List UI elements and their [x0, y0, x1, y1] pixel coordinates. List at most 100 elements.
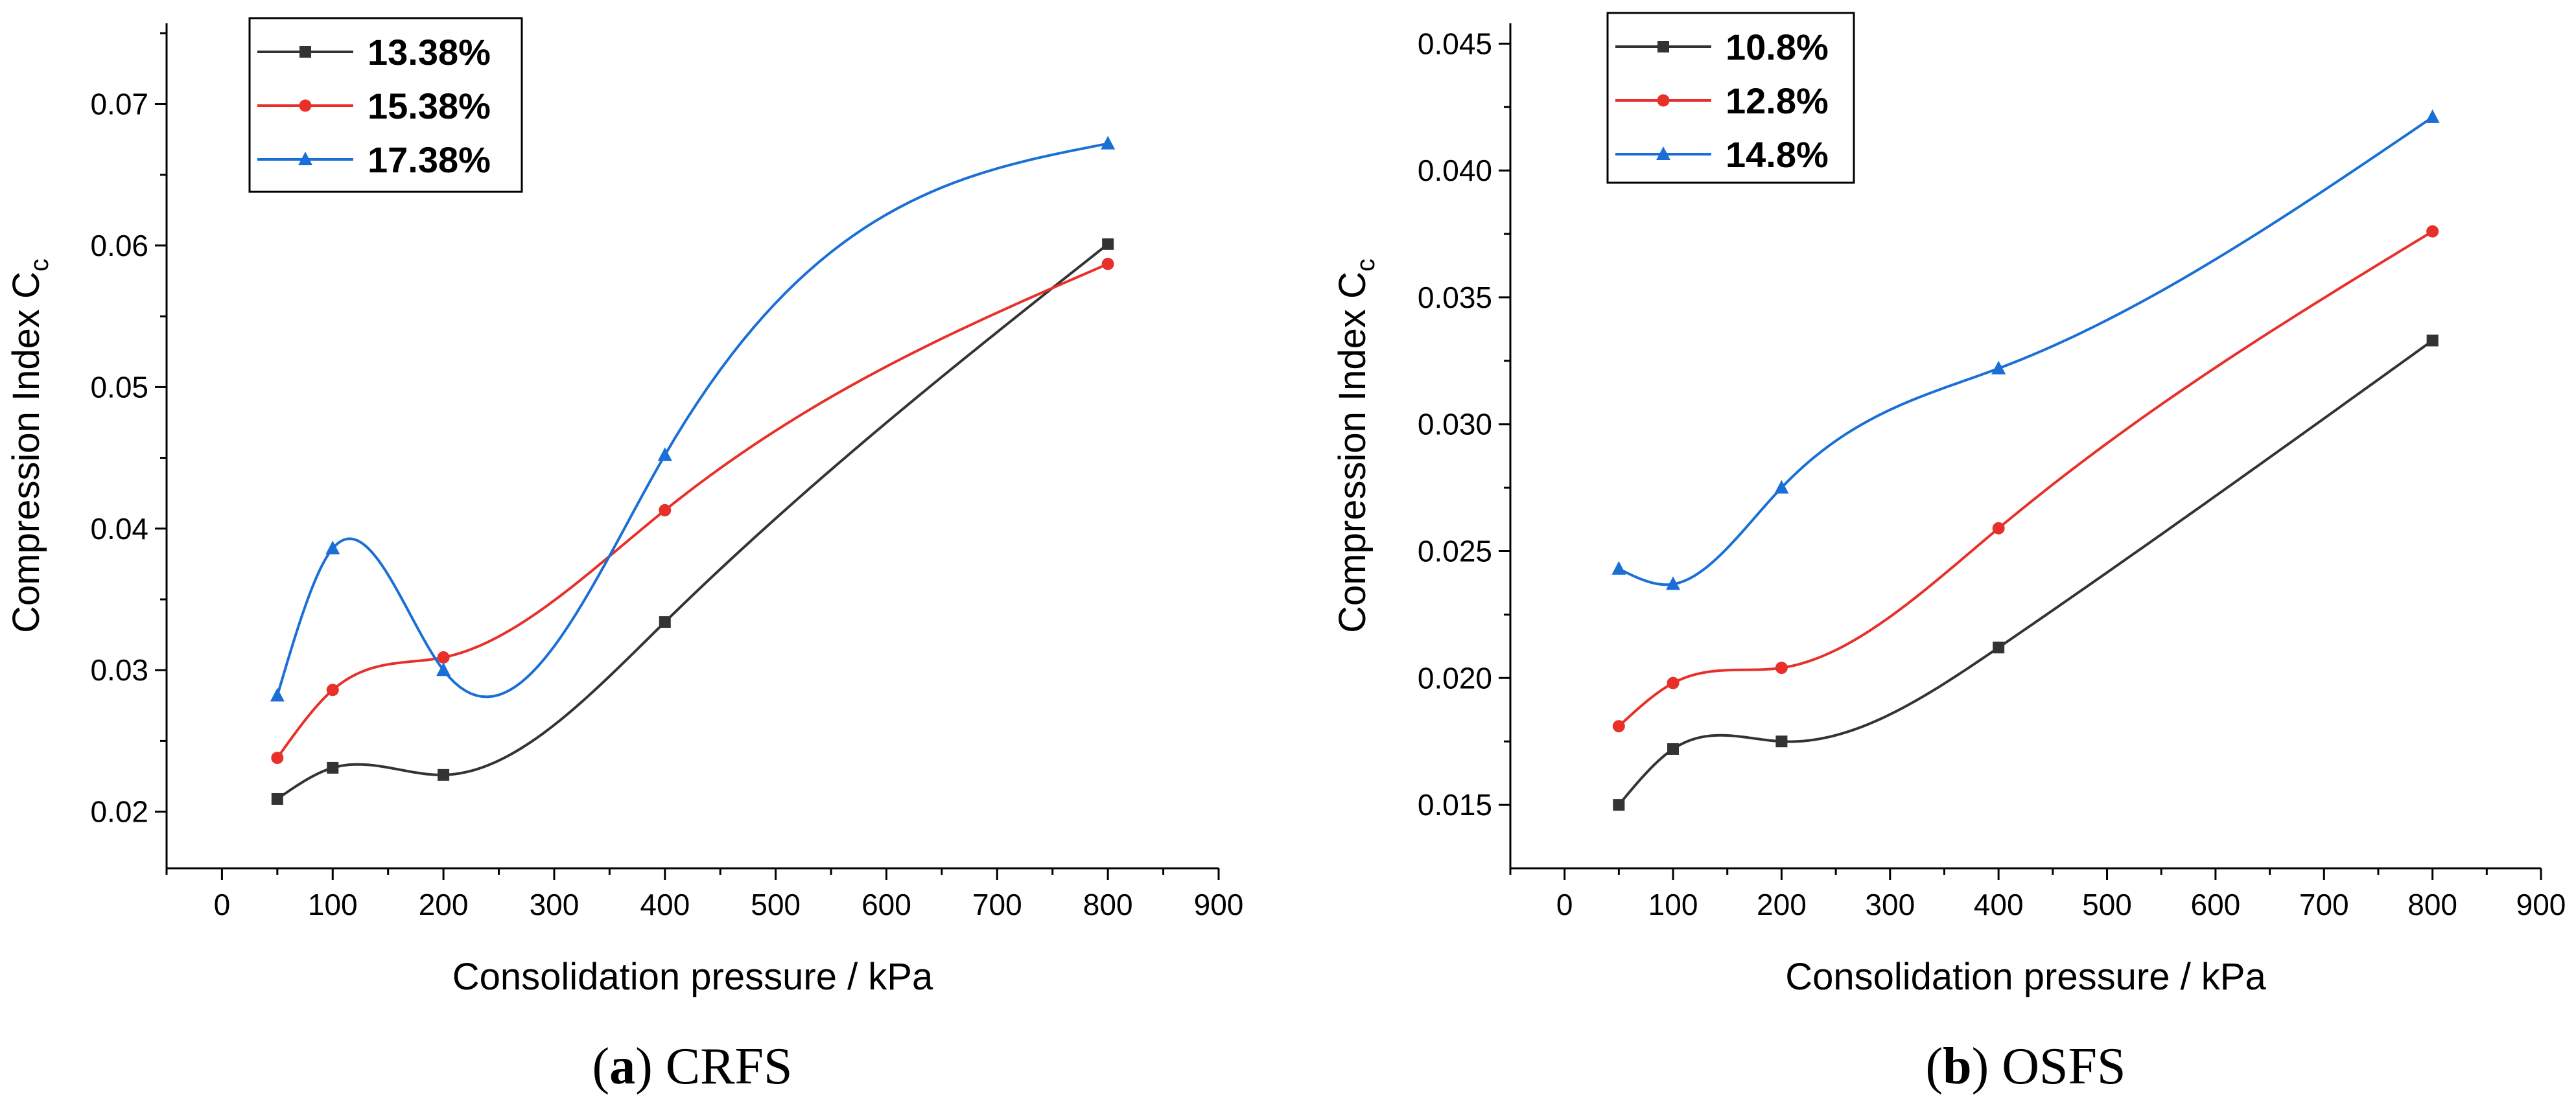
x-axis-title: Consolidation pressure / kPa — [452, 956, 933, 998]
x-tick-label: 100 — [1648, 888, 1698, 921]
y-tick-label: 0.015 — [1418, 788, 1492, 822]
legend-marker — [299, 99, 312, 112]
data-point — [2426, 225, 2439, 238]
data-point — [270, 688, 285, 702]
y-tick-label: 0.040 — [1418, 154, 1492, 187]
data-point — [2425, 109, 2440, 123]
data-point — [1667, 676, 1680, 689]
data-point — [659, 616, 671, 628]
y-tick-label: 0.06 — [90, 229, 148, 262]
legend-marker — [1657, 94, 1670, 107]
x-tick-label: 700 — [2299, 888, 2349, 921]
x-tick-label: 600 — [861, 888, 911, 921]
data-point — [1991, 360, 2006, 375]
x-tick-label: 400 — [640, 888, 690, 921]
x-tick-label: 300 — [1865, 888, 1915, 921]
x-tick-label: 0 — [214, 888, 231, 921]
data-point — [437, 651, 450, 664]
series-line — [1618, 230, 2433, 728]
y-tick-label: 0.030 — [1418, 408, 1492, 441]
x-tick-label: 500 — [2082, 888, 2132, 921]
data-point — [1774, 480, 1789, 494]
x-tick-label: 700 — [972, 888, 1022, 921]
series-13.38% — [271, 238, 1114, 805]
y-tick-label: 0.02 — [90, 795, 148, 829]
series-line — [276, 262, 1108, 759]
data-point — [1775, 662, 1788, 675]
y-tick-label: 0.025 — [1418, 535, 1492, 568]
legend-label: 17.38% — [368, 139, 491, 180]
y-tick-label: 0.07 — [90, 87, 148, 121]
data-point — [271, 752, 284, 765]
data-point — [1666, 576, 1681, 590]
y-tick-label: 0.04 — [90, 512, 148, 546]
caption-open: ( — [592, 1038, 610, 1095]
data-point — [1101, 135, 1116, 150]
y-axis-title-subscript: c — [1352, 259, 1380, 272]
series-line — [276, 243, 1109, 800]
legend-marker — [298, 152, 312, 165]
legend-marker — [299, 46, 311, 58]
data-point — [1993, 642, 2005, 654]
data-point — [1102, 238, 1114, 250]
data-point — [1612, 720, 1625, 733]
series-17.38% — [270, 135, 1116, 702]
y-axis-title-main: Compression Index C — [5, 272, 47, 633]
data-point — [1613, 799, 1625, 811]
y-axis-title-main: Compression Index C — [1331, 272, 1374, 633]
x-tick-label: 0 — [1556, 888, 1573, 921]
data-point — [657, 447, 672, 461]
data-point — [1101, 257, 1114, 270]
x-tick-label: 800 — [2407, 888, 2457, 921]
data-point — [1667, 743, 1680, 755]
caption-letter: b — [1943, 1038, 1972, 1095]
data-point — [327, 761, 339, 774]
y-axis-title: Compression Index Cc — [1331, 259, 1380, 633]
data-point — [659, 503, 672, 516]
y-tick-label: 0.035 — [1418, 281, 1492, 314]
x-axis-title: Consolidation pressure / kPa — [1785, 956, 2266, 998]
data-point — [436, 662, 451, 676]
x-tick-label: 900 — [1194, 888, 1244, 921]
x-tick-label: 900 — [2516, 888, 2566, 921]
chart-panel-b: 0 100 200 300 400 500 600 700 800 900 0.015 0.020 0.… — [1331, 12, 2566, 1095]
chart-panel-a: 0 100 200 300 400 500 600 700 800 900 0.02 0.03 0.04… — [5, 17, 1244, 1095]
data-point — [2426, 334, 2439, 347]
series-12.8% — [1612, 225, 2439, 733]
legend-label: 12.8% — [1726, 80, 1829, 121]
x-tick-label: 200 — [1757, 888, 1807, 921]
x-tick-label: 100 — [308, 888, 358, 921]
data-point — [326, 684, 339, 697]
y-tick-label: 0.03 — [90, 653, 148, 687]
legend-label: 14.8% — [1726, 134, 1829, 175]
y-axis-title-subscript: c — [25, 259, 54, 272]
caption-text: ) OSFS — [1972, 1038, 2126, 1095]
y-axis-title: Compression Index Cc — [5, 259, 54, 633]
legend-marker — [1657, 41, 1669, 52]
series-14.8% — [1611, 109, 2440, 590]
legend-label: 13.38% — [368, 32, 491, 73]
series-10.8% — [1613, 334, 2439, 811]
caption-open: ( — [1925, 1038, 1943, 1095]
legend-label: 15.38% — [368, 86, 491, 126]
y-tick-label: 0.05 — [90, 370, 148, 404]
series-line — [275, 142, 1108, 699]
panel-caption: (a) CRFS — [592, 1038, 793, 1095]
series-line — [1617, 339, 2433, 806]
data-point — [1775, 735, 1788, 748]
legend-marker — [1656, 146, 1670, 160]
legend-label: 10.8% — [1726, 27, 1829, 67]
data-point — [325, 540, 340, 555]
data-point — [271, 792, 283, 805]
y-tick-label: 0.020 — [1418, 661, 1492, 695]
series-line — [1618, 116, 2433, 586]
caption-text: ) CRFS — [635, 1038, 792, 1095]
x-tick-label: 800 — [1083, 888, 1133, 921]
y-tick-label: 0.045 — [1418, 27, 1492, 60]
caption-letter: a — [609, 1038, 635, 1095]
panel-caption: (b) OSFS — [1925, 1038, 2125, 1095]
legend: 10.8% 12.8% 14.8% — [1606, 12, 1855, 184]
x-tick-label: 600 — [2191, 888, 2241, 921]
series-15.38% — [271, 257, 1114, 765]
x-tick-label: 200 — [419, 888, 469, 921]
